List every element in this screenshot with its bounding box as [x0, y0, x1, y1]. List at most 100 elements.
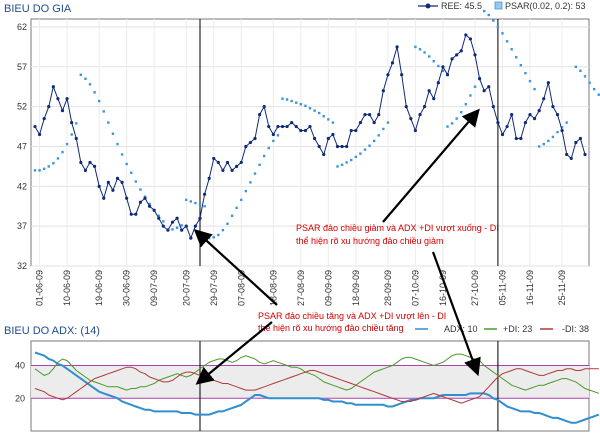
psar-point: [56, 157, 60, 160]
price-point: [400, 73, 404, 77]
price-point: [230, 168, 234, 172]
price-point: [143, 196, 147, 200]
psar-point: [345, 161, 348, 164]
price-point: [455, 53, 459, 57]
psar-point: [116, 142, 119, 146]
price-x-tick-label: 20-07-09: [181, 270, 191, 306]
price-point: [37, 132, 42, 137]
psar-point: [547, 139, 550, 143]
price-point: [331, 132, 335, 137]
psar-point: [350, 158, 353, 162]
psar-point: [134, 180, 138, 183]
price-point: [510, 113, 514, 117]
price-point: [367, 113, 372, 117]
psar-point: [125, 162, 128, 166]
price-point: [551, 105, 555, 109]
psar-point: [588, 81, 591, 84]
psar-point: [244, 189, 248, 193]
psar-point: [528, 79, 532, 83]
psar-point: [377, 134, 380, 137]
price-point: [161, 224, 165, 228]
price-point: [303, 128, 308, 133]
psar-point: [487, 13, 490, 17]
price-point: [363, 113, 367, 117]
price-legend-label: REE: 45.5: [441, 1, 482, 11]
price-point: [464, 33, 468, 37]
psar-point: [93, 91, 96, 94]
annotation-bullish-line-1: PSAR đảo chiều tăng và ADX +DI vượt lên …: [258, 311, 446, 321]
price-chart-title: BIEU DO GIA: [4, 3, 72, 15]
psar-point: [148, 202, 151, 206]
adx-y-tick-label: 20: [15, 393, 25, 403]
price-point: [386, 73, 390, 77]
price-point: [358, 120, 363, 125]
psar-point: [267, 146, 270, 150]
plus-di-legend-label: +DI: 23: [503, 324, 532, 334]
price-point: [120, 180, 124, 184]
price-x-tick-label: 01-06-09: [35, 270, 45, 306]
psar-point: [175, 226, 179, 229]
price-point: [432, 97, 436, 101]
psar-point: [551, 135, 555, 139]
price-y-tick-label: 52: [17, 102, 27, 112]
price-x-tick-label: 09-07-09: [149, 270, 159, 306]
psar-point: [221, 228, 225, 232]
psar-point: [446, 125, 449, 128]
price-y-tick-label: 62: [17, 22, 27, 32]
price-x-tick-label: 28-09-09: [383, 270, 393, 306]
price-point: [372, 120, 376, 125]
psar-point: [272, 139, 275, 143]
psar-point: [299, 103, 303, 106]
price-point: [532, 116, 537, 121]
psar-point: [217, 233, 220, 237]
psar-point: [52, 162, 55, 165]
psar-point: [363, 148, 367, 151]
price-x-axis: 01-06-09 10-06-09 19-06-09 30-06-09 09-07-09…: [35, 270, 567, 306]
price-point: [418, 113, 422, 117]
psar-point: [249, 181, 252, 184]
price-point: [225, 160, 230, 165]
price-point: [514, 136, 518, 141]
price-point: [473, 53, 477, 57]
price-point: [216, 160, 220, 165]
psar-point: [240, 198, 243, 202]
price-point: [56, 97, 60, 101]
price-point: [496, 120, 500, 125]
adx-series-group: [34, 351, 600, 424]
psar-point: [212, 236, 215, 239]
psar-point: [313, 109, 316, 112]
price-gridlines: [31, 19, 589, 267]
price-point: [345, 144, 349, 149]
price-y-tick-label: 37: [17, 221, 27, 231]
price-chart-panel: BIEU DO GIA REE: 45.5 PSAR(0.02, 0.2): 5…: [4, 1, 600, 306]
price-point: [409, 116, 413, 121]
price-point: [528, 113, 532, 117]
psar-point: [262, 154, 266, 158]
price-point: [147, 204, 152, 208]
psar-point: [492, 19, 495, 22]
psar-point: [592, 87, 596, 91]
psar-point: [496, 25, 500, 29]
psar-point: [47, 165, 50, 168]
price-point: [395, 45, 399, 49]
price-point: [33, 124, 37, 129]
psar-point: [180, 224, 183, 227]
psar-point: [65, 142, 69, 146]
psar-point: [455, 117, 458, 120]
event-lines-price: [199, 19, 499, 266]
price-point: [574, 140, 578, 145]
adx-legend: ADX: 10 +DI: 23 -DI: 38: [415, 324, 589, 334]
adx-line: [34, 351, 600, 424]
price-x-tick-label: 30-06-09: [122, 270, 132, 306]
minus-di-legend-label: -DI: 38: [562, 324, 589, 334]
psar-point: [505, 40, 509, 43]
psar-point: [290, 99, 293, 103]
psar-point: [460, 111, 463, 114]
price-y-axis: 32 37 42 47 52 57 62: [17, 22, 27, 271]
price-x-tick-label: 16-11-09: [525, 270, 535, 305]
price-point: [413, 128, 418, 133]
price-x-tick-label: 29-07-09: [209, 270, 219, 306]
psar-point: [359, 152, 362, 155]
price-point: [583, 152, 587, 157]
